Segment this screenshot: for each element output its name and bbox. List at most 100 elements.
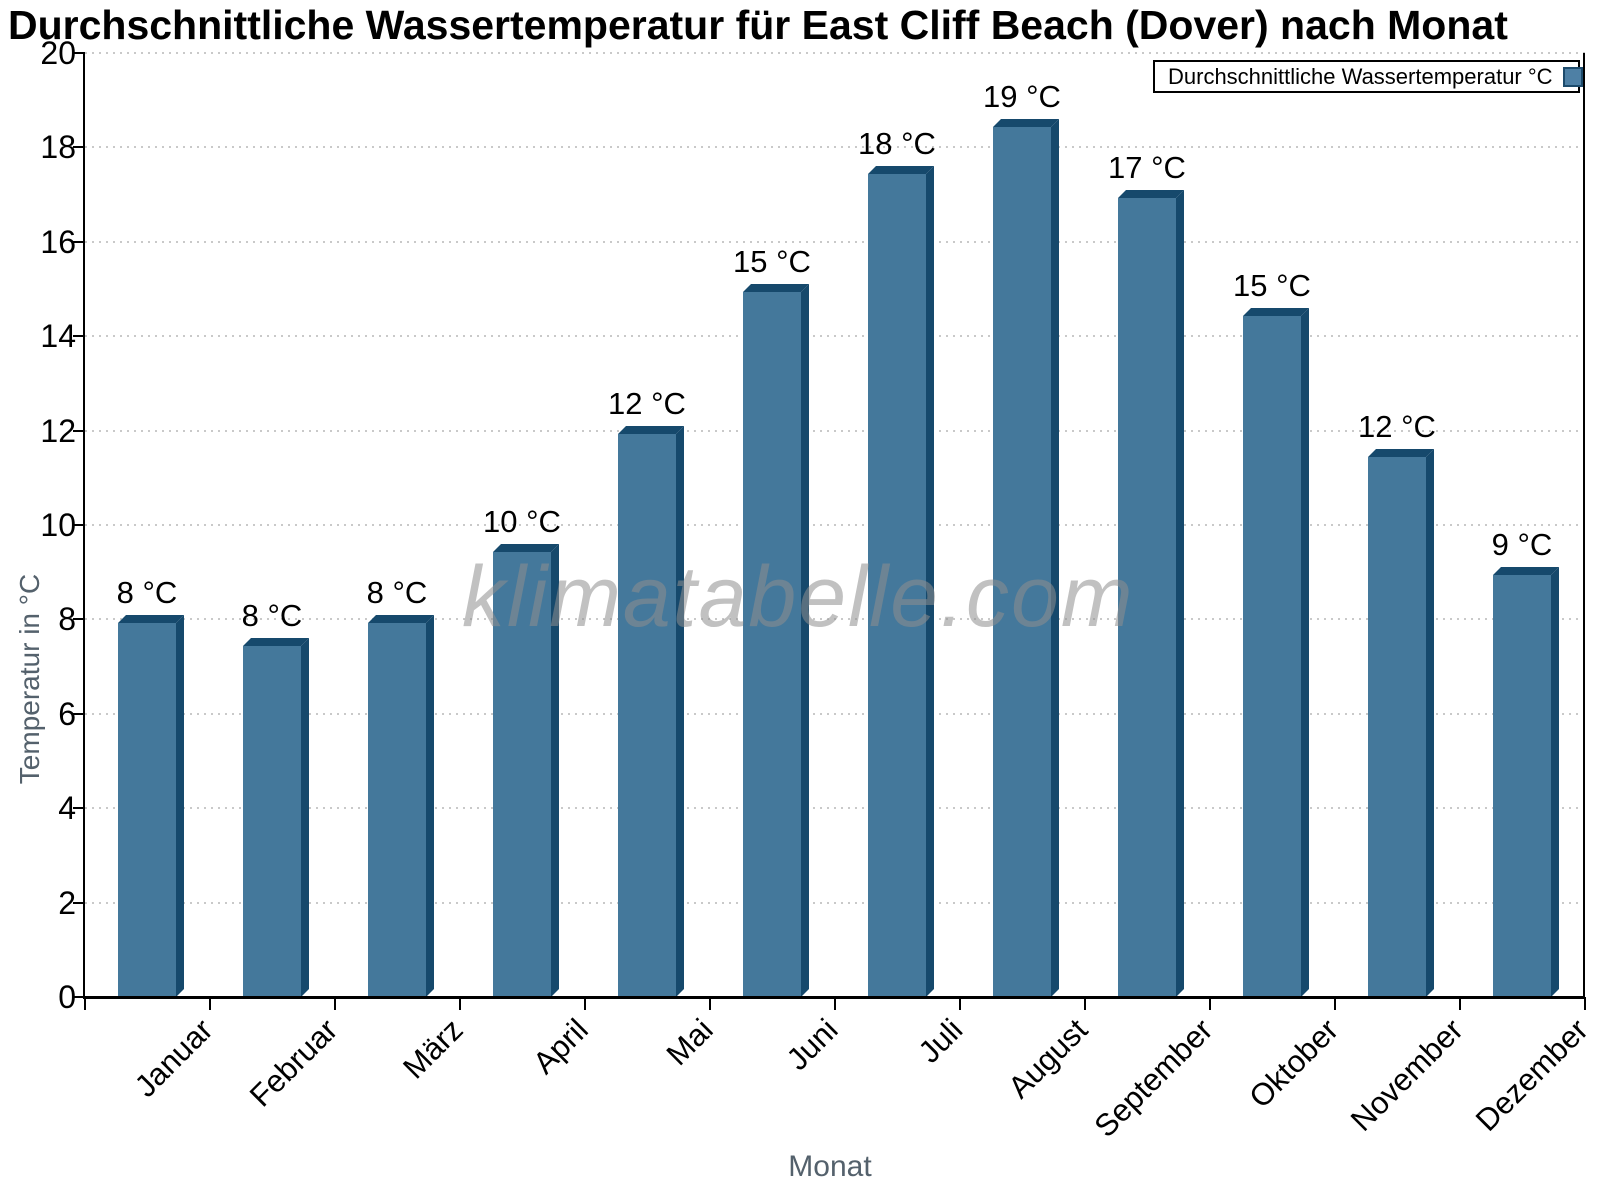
y-tick-6 [73,713,85,715]
bar-top-face [118,615,184,623]
y-tick-label-12: 12 [40,413,76,449]
x-axis-title: Monat [788,1150,872,1183]
y-tick-label-0: 0 [58,979,76,1015]
bar-top-face [618,426,684,434]
y-tick-20 [73,52,85,54]
value-label-dezember: 9 °C [1491,527,1553,562]
gridline-6 [85,713,1585,715]
bar-september[interactable] [1118,190,1184,997]
bar-right-face [1426,449,1434,997]
gridline-8 [85,618,1585,620]
value-label-november: 12 °C [1358,409,1436,444]
x-tick-7 [959,997,961,1010]
x-tick-10 [1334,997,1336,1010]
bar-front-face [868,174,926,997]
bar-front-face [1118,198,1176,997]
bar-right-face [926,166,934,997]
y-tick-label-16: 16 [40,224,76,260]
value-label-september: 17 °C [1108,150,1186,185]
bar-top-face [1368,449,1434,457]
gridline-16 [85,241,1585,243]
bar-right-face [176,615,184,997]
bar-mai[interactable] [618,426,684,997]
x-tick-12 [1584,997,1586,1010]
bar-front-face [493,552,551,997]
y-tick-18 [73,146,85,148]
bar-april[interactable] [493,544,559,997]
bar-oktober[interactable] [1243,308,1309,997]
bar-front-face [243,646,301,997]
value-label-juni: 15 °C [733,244,811,279]
bar-januar[interactable] [118,615,184,997]
bar-right-face [551,544,559,997]
y-tick-8 [73,618,85,620]
bar-top-face [243,638,309,646]
gridline-10 [85,524,1585,526]
value-label-juli: 18 °C [858,126,936,161]
x-tick-1 [209,997,211,1010]
bar-dezember[interactable] [1493,567,1559,997]
bar-right-face [1176,190,1184,997]
bar-juni[interactable] [743,284,809,997]
y-tick-label-14: 14 [40,318,76,354]
x-axis-line [85,996,1585,999]
y-tick-10 [73,524,85,526]
y-tick-14 [73,335,85,337]
bar-right-face [801,284,809,997]
x-tick-0 [84,997,86,1010]
x-tick-11 [1459,997,1461,1010]
x-tick-3 [459,997,461,1010]
bar-front-face [1493,575,1551,997]
x-tick-8 [1084,997,1086,1010]
bar-front-face [618,434,676,997]
value-label-januar: 8 °C [116,575,178,610]
bar-right-face [676,426,684,997]
bar-august[interactable] [993,119,1059,997]
bar-right-face [301,638,309,997]
gridline-14 [85,335,1585,337]
bar-front-face [1243,316,1301,997]
bar-marz[interactable] [368,615,434,997]
gridline-12 [85,430,1585,432]
x-tick-4 [584,997,586,1010]
value-label-april: 10 °C [483,504,561,539]
gridline-2 [85,902,1585,904]
y-tick-label-6: 6 [58,696,76,732]
gridline-4 [85,807,1585,809]
value-label-februar: 8 °C [241,598,303,633]
value-label-august: 19 °C [983,79,1061,114]
legend-label: Durchschnittliche Wassertemperatur °C [1168,63,1553,89]
bar-top-face [1243,308,1309,316]
value-label-märz: 8 °C [366,575,428,610]
y-tick-label-10: 10 [40,507,76,543]
value-label-mai: 12 °C [608,386,686,421]
bar-november[interactable] [1368,449,1434,997]
bar-right-face [426,615,434,997]
bar-juli[interactable] [868,166,934,997]
bar-front-face [368,623,426,997]
y-tick-label-18: 18 [40,129,76,165]
bar-top-face [493,544,559,552]
y-tick-0 [73,996,85,998]
y-tick-label-4: 4 [58,790,76,826]
gridline-20 [85,52,1585,54]
x-tick-5 [709,997,711,1010]
bar-top-face [868,166,934,174]
bar-top-face [368,615,434,623]
y-tick-label-2: 2 [58,885,76,921]
legend[interactable]: Durchschnittliche Wassertemperatur °C [1153,60,1583,93]
gridline-18 [85,146,1585,148]
x-tick-9 [1209,997,1211,1010]
bar-februar[interactable] [243,638,309,997]
y-tick-4 [73,807,85,809]
chart-title: Durchschnittliche Wassertemperatur für E… [8,2,1508,48]
bar-top-face [1118,190,1184,198]
y-tick-label-8: 8 [58,601,76,637]
y-axis-line [83,53,85,999]
y-tick-label-20: 20 [40,35,76,71]
value-label-oktober: 15 °C [1233,268,1311,303]
bar-front-face [743,292,801,997]
bar-top-face [743,284,809,292]
